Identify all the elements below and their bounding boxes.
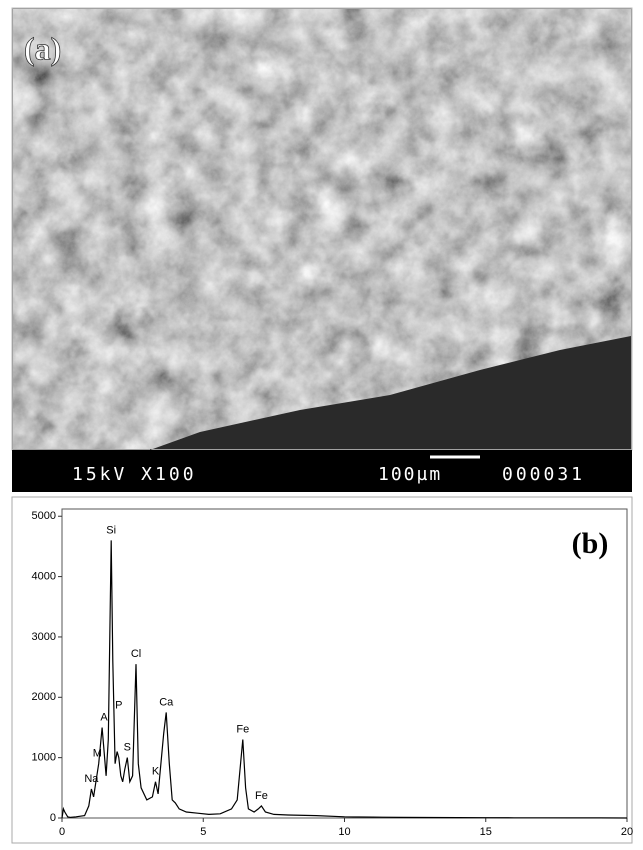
scale-text: 100µm xyxy=(378,464,442,485)
figure: 15kV X100 100µm 000031 (a) (b) 010002000… xyxy=(0,0,643,845)
y-tick-label: 1000 xyxy=(32,752,56,764)
peak-label: Si xyxy=(106,524,116,536)
peak-label: K xyxy=(152,766,160,778)
peak-label: Fe xyxy=(236,723,249,735)
y-tick-label: 4000 xyxy=(32,571,56,583)
info-text: 15kV X100 xyxy=(72,464,197,485)
page: 15kV X100 100µm 000031 (a) (b) 010002000… xyxy=(0,0,643,850)
y-tick-label: 2000 xyxy=(32,691,56,703)
peak-label: Fe xyxy=(255,790,268,802)
x-tick-label: 15 xyxy=(480,826,492,838)
panel-label: (a) xyxy=(24,30,61,66)
y-tick-label: 0 xyxy=(50,812,56,824)
peak-label: M xyxy=(93,748,102,760)
chart-frame xyxy=(12,497,632,843)
peak-label: Ca xyxy=(159,696,174,708)
peak-label: P xyxy=(115,699,122,711)
sem-image: 15kV X100 100µm 000031 (a) xyxy=(12,8,632,492)
peak-label: Cl xyxy=(131,648,141,660)
y-tick-label: 5000 xyxy=(32,510,56,522)
x-tick-label: 0 xyxy=(59,826,65,838)
x-tick-label: 20 xyxy=(621,826,633,838)
peak-label: S xyxy=(124,742,131,754)
x-tick-label: 5 xyxy=(200,826,206,838)
y-tick-label: 3000 xyxy=(32,631,56,643)
peak-label: A xyxy=(100,711,108,723)
peak-label: Na xyxy=(84,773,99,785)
image-number: 000031 xyxy=(502,464,585,485)
x-tick-label: 10 xyxy=(338,826,350,838)
panel-label: (b) xyxy=(572,527,609,560)
